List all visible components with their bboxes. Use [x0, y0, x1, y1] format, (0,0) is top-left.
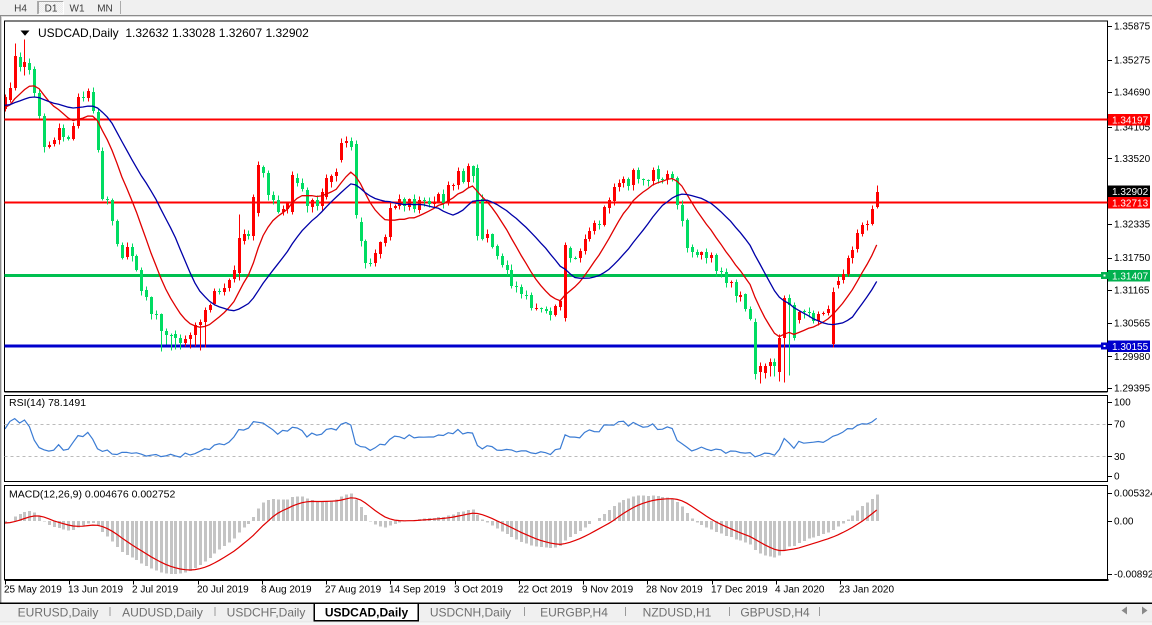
svg-text:NZDUSD,H1: NZDUSD,H1: [643, 606, 712, 620]
svg-text:1.29395: 1.29395: [1114, 384, 1151, 395]
svg-text:1.32902: 1.32902: [1112, 187, 1149, 198]
svg-text:30: 30: [1114, 452, 1126, 463]
svg-text:14 Sep 2019: 14 Sep 2019: [389, 585, 446, 596]
svg-text:1.35275: 1.35275: [1114, 56, 1151, 67]
svg-text:70: 70: [1114, 420, 1126, 431]
svg-text:1.30565: 1.30565: [1114, 319, 1151, 330]
svg-text:0.005324: 0.005324: [1114, 489, 1152, 500]
svg-text:1.32713: 1.32713: [1112, 199, 1149, 210]
svg-text:EURUSD,Daily: EURUSD,Daily: [18, 606, 99, 620]
svg-text:RSI(14) 78.1491: RSI(14) 78.1491: [9, 397, 86, 409]
svg-text:AUDUSD,Daily: AUDUSD,Daily: [122, 606, 203, 620]
svg-text:4 Jan 2020: 4 Jan 2020: [775, 585, 825, 596]
svg-text:20 Jul 2019: 20 Jul 2019: [197, 585, 249, 596]
svg-text:-0.008929: -0.008929: [1114, 570, 1152, 581]
svg-text:1.31750: 1.31750: [1114, 253, 1151, 264]
svg-text:2 Jul 2019: 2 Jul 2019: [132, 585, 179, 596]
svg-text:W1: W1: [70, 4, 85, 15]
svg-text:D1: D1: [45, 4, 58, 15]
svg-text:0: 0: [1114, 472, 1120, 483]
svg-text:USDCHF,Daily: USDCHF,Daily: [227, 606, 306, 620]
svg-text:28 Nov 2019: 28 Nov 2019: [646, 585, 703, 596]
svg-text:GBPUSD,H4: GBPUSD,H4: [740, 606, 810, 620]
svg-text:1.31165: 1.31165: [1114, 286, 1150, 297]
svg-text:17 Dec 2019: 17 Dec 2019: [711, 585, 768, 596]
svg-text:USDCAD,Daily: USDCAD,Daily: [325, 606, 409, 620]
svg-text:USDCAD,Daily 1.32632 1.33028: USDCAD,Daily 1.32632 1.33028 1.32607 1.3…: [38, 26, 309, 40]
svg-text:1.29980: 1.29980: [1114, 352, 1151, 363]
svg-text:13 Jun 2019: 13 Jun 2019: [68, 585, 123, 596]
svg-text:MN: MN: [97, 4, 113, 15]
svg-text:1.34197: 1.34197: [1112, 116, 1149, 127]
svg-text:H4: H4: [14, 4, 27, 15]
svg-text:USDCNH,Daily: USDCNH,Daily: [430, 606, 511, 620]
svg-text:22 Oct 2019: 22 Oct 2019: [518, 585, 573, 596]
svg-text:1.31407: 1.31407: [1112, 272, 1149, 283]
svg-text:1.30155: 1.30155: [1112, 342, 1149, 353]
svg-text:3 Oct 2019: 3 Oct 2019: [454, 585, 503, 596]
svg-text:8 Aug 2019: 8 Aug 2019: [261, 585, 312, 596]
svg-text:1.34690: 1.34690: [1114, 88, 1151, 99]
svg-text:EURGBP,H4: EURGBP,H4: [540, 606, 608, 620]
svg-text:9 Nov 2019: 9 Nov 2019: [582, 585, 634, 596]
svg-text:23 Jan 2020: 23 Jan 2020: [839, 585, 894, 596]
svg-text:1.35875: 1.35875: [1114, 22, 1151, 33]
svg-text:1.32335: 1.32335: [1114, 220, 1151, 231]
svg-text:1.33520: 1.33520: [1114, 154, 1151, 165]
svg-text:100: 100: [1114, 398, 1131, 409]
svg-text:25 May 2019: 25 May 2019: [4, 585, 62, 596]
svg-text:0.00: 0.00: [1114, 517, 1134, 528]
svg-text:1.34105: 1.34105: [1114, 123, 1151, 134]
svg-text:MACD(12,26,9) 0.004676 0.00275: MACD(12,26,9) 0.004676 0.002752: [9, 489, 176, 501]
svg-text:27 Aug 2019: 27 Aug 2019: [325, 585, 382, 596]
